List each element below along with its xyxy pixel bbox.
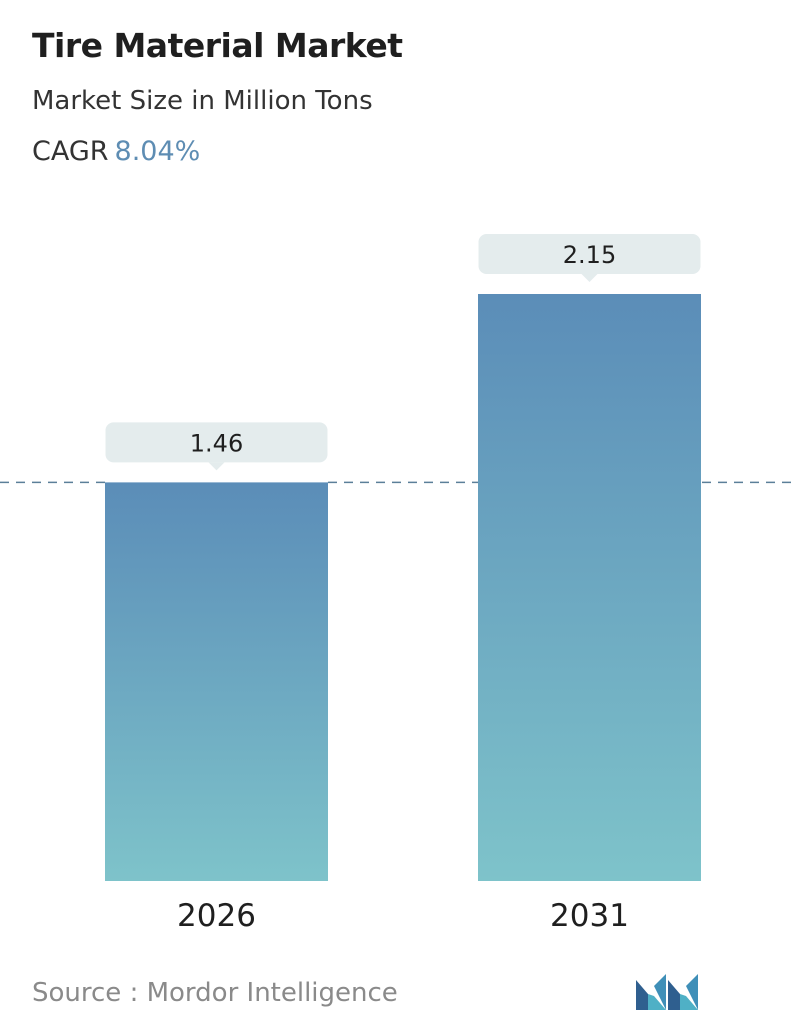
chart-subtitle: Market Size in Million Tons	[32, 86, 373, 116]
value-callout-2031: 2.15	[478, 234, 701, 282]
cagr-value: 8.04%	[114, 136, 201, 167]
source-text: Source : Mordor Intelligence	[32, 978, 398, 1008]
callout-box	[105, 422, 328, 463]
data-label: 2.15	[563, 241, 616, 269]
callout-pointer	[581, 274, 598, 282]
cagr-label: CAGR	[32, 136, 109, 167]
callout-pointer	[208, 462, 225, 471]
value-callout-2026: 1.46	[105, 422, 328, 471]
x-tick-label: 2031	[550, 898, 629, 934]
mordor-intelligence-logo-icon	[636, 974, 698, 1010]
x-tick-label: 2026	[177, 898, 256, 934]
cagr-line: CAGR 8.04%	[32, 136, 200, 167]
bar-2026	[105, 482, 328, 881]
data-label: 1.46	[190, 429, 243, 457]
bar-2031	[478, 294, 701, 881]
callout-box	[478, 234, 701, 274]
chart-title: Tire Material Market	[32, 26, 403, 65]
